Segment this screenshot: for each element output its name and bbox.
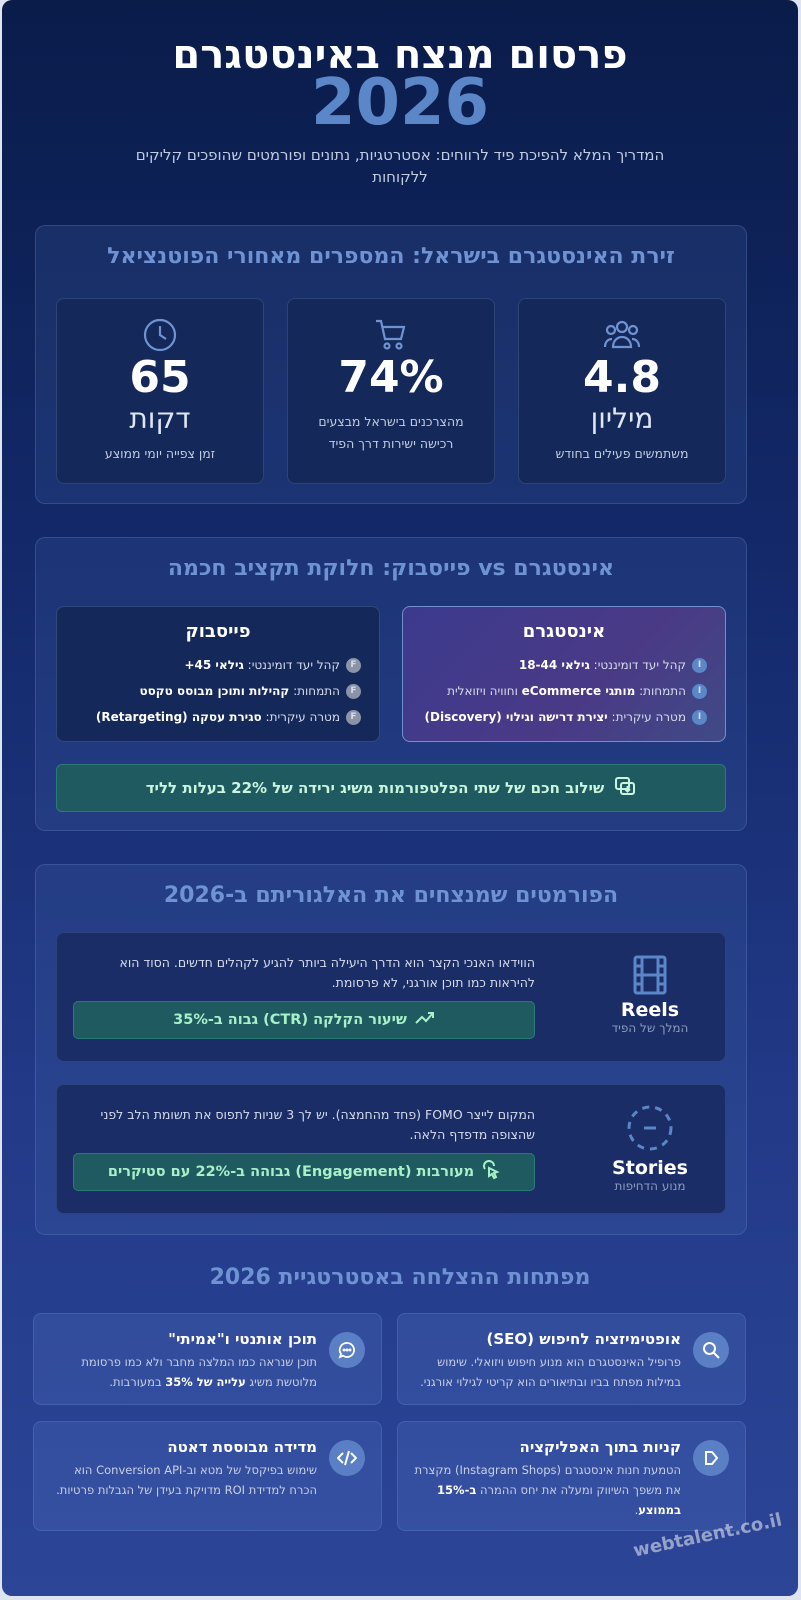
platform-row: F התמחות: קהילות ותוכן מבוסס טקסט	[75, 678, 361, 704]
facebook-badge-icon: F	[346, 657, 361, 673]
stats-section: זירת האינסטגרם בישראל: המספרים מאחורי הפ…	[35, 225, 747, 504]
film-icon	[575, 955, 725, 999]
section-title: זירת האינסטגרם בישראל: המספרים מאחורי הפ…	[107, 244, 675, 269]
platform-row: I התמחות: מותגי eCommerce וחוויה ויזואלית	[421, 678, 707, 704]
page-subtitle: המדריך המלא להפיכת פיד לרווחים: אסטרטגיו…	[135, 146, 665, 186]
format-stat: מעורבות (Engagement) גבוהה ב-22% עם סטיק…	[73, 1153, 535, 1191]
key-title: קניות בתוך האפליקציה	[519, 1438, 681, 1456]
search-icon	[693, 1332, 729, 1368]
key-card: אופטימיזציה לחיפוש (SEO) פרופיל האינסטגר…	[397, 1313, 746, 1405]
key-card: מדידה מבוססת דאטה שימוש בפיקסל של מטא וב…	[33, 1421, 382, 1531]
clock-icon	[57, 317, 263, 353]
key-desc: הטמעת חנות אינסטגרם (Instagram Shops) מק…	[414, 1463, 681, 1517]
users-icon	[519, 317, 725, 353]
cart-icon	[288, 317, 494, 353]
stat-unit: מיליון	[590, 402, 654, 435]
instagram-badge-icon: I	[692, 683, 707, 699]
dashed-circle-icon	[575, 1103, 725, 1157]
platform-row: F מטרה עיקרית: סגירת עסקה (Retargeting)	[75, 704, 361, 730]
tag-icon	[693, 1440, 729, 1476]
key-title: מדידה מבוססת דאטה	[167, 1438, 317, 1456]
format-desc: הווידאו האנכי הקצר הוא הדרך היעילה ביותר…	[119, 955, 535, 990]
platform-row: F קהל יעד דומיננטי: גילאי 45+	[75, 652, 361, 678]
stat-label: מהצרכנים בישראל מבצעים רכישה ישירות דרך …	[318, 414, 464, 451]
format-tagline: מנוע הדחיפות	[614, 1179, 686, 1193]
compare-section: אינסטגרם vs פייסבוק: חלוקת תקציב חכמה אי…	[35, 537, 747, 831]
platform-name: פייסבוק	[185, 621, 251, 642]
facebook-badge-icon: F	[346, 683, 361, 699]
pointer-click-icon	[482, 1160, 500, 1184]
page-year: 2026	[310, 66, 490, 140]
format-name: Reels	[620, 999, 680, 1021]
section-title: הפורמטים שמנצחים את האלגוריתם ב-2026	[163, 883, 619, 908]
section-title: אינסטגרם vs פייסבוק: חלוקת תקציב חכמה	[167, 556, 615, 581]
key-desc: שימוש בפיקסל של מטא וב-Conversion API הו…	[56, 1463, 317, 1497]
formats-section: הפורמטים שמנצחים את האלגוריתם ב-2026 Ree…	[35, 864, 747, 1235]
key-card: תוכן אותנטי ו"אמיתי" תוכן שנראה כמו המלצ…	[33, 1313, 382, 1405]
facebook-card: פייסבוק F קהל יעד דומיננטי: גילאי 45+ F הת…	[56, 606, 380, 742]
instagram-badge-icon: I	[692, 657, 707, 673]
instagram-card: אינסטגרם I קהל יעד דומיננטי: גילאי 18-44 …	[402, 606, 726, 742]
format-tagline: המלך של הפיד	[611, 1021, 689, 1035]
stat-value: 65	[129, 352, 191, 403]
instagram-badge-icon: I	[692, 709, 707, 725]
format-card-reels: Reels המלך של הפיד הווידאו האנכי הקצר הו…	[56, 932, 726, 1062]
stat-value: 4.8	[583, 352, 661, 403]
format-card-stories: Stories מנוע הדחיפות המקום לייצר FOMO (פ…	[56, 1084, 726, 1214]
key-title: תוכן אותנטי ו"אמיתי"	[168, 1330, 317, 1348]
stat-value: 74%	[338, 352, 444, 403]
platform-row: I קהל יעד דומיננטי: גילאי 18-44	[421, 652, 707, 678]
stat-card: 65 דקות זמן צפייה יומי ממוצע	[56, 298, 264, 484]
stat-unit: דקות	[129, 402, 191, 435]
format-name: Stories	[612, 1157, 688, 1179]
facebook-badge-icon: F	[346, 709, 361, 725]
format-desc: המקום לייצר FOMO (פחד מהחמצה). יש לך 3 ש…	[100, 1107, 535, 1142]
combine-icon	[614, 776, 636, 800]
stat-label: זמן צפייה יומי ממוצע	[104, 446, 216, 461]
chat-icon	[329, 1332, 365, 1368]
trending-up-icon	[415, 1011, 435, 1029]
platform-row: I מטרה עיקרית: יצירת דרישה וגילוי (Discov…	[421, 704, 707, 730]
stat-label: משתמשים פעילים בחודש	[555, 446, 689, 461]
platform-name: אינסטגרם	[522, 621, 606, 642]
budget-tip: שילוב חכם של שתי הפלטפורמות משיג ירידה ש…	[56, 764, 726, 812]
stat-card: 74% מהצרכנים בישראל מבצעים רכישה ישירות …	[287, 298, 495, 484]
keys-title: מפתחות ההצלחה באסטרטגיית 2026	[209, 1265, 591, 1290]
stat-card: 4.8 מיליון משתמשים פעילים בחודש	[518, 298, 726, 484]
key-card: קניות בתוך האפליקציה הטמעת חנות אינסטגרם…	[397, 1421, 746, 1531]
tip-text: שילוב חכם של שתי הפלטפורמות משיג ירידה ש…	[145, 779, 605, 797]
format-stat: שיעור הקלקה (CTR) גבוה ב-35%	[73, 1001, 535, 1039]
key-title: אופטימיזציה לחיפוש (SEO)	[486, 1330, 682, 1348]
page-title: פרסום מנצח באינסטגרם	[172, 32, 628, 78]
key-desc: תוכן שנראה כמו המלצה מחבר ולא כמו פרסומת…	[81, 1355, 317, 1389]
code-icon	[329, 1440, 365, 1476]
key-desc: פרופיל האינסטגרם הוא מנוע חיפוש ויזואלי.…	[420, 1355, 681, 1389]
